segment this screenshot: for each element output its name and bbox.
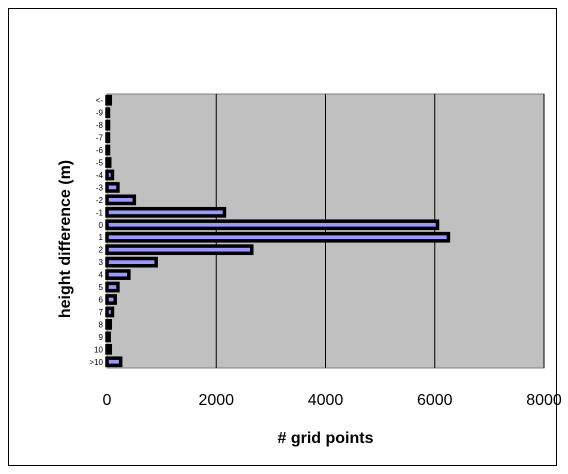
bar--1 [105,206,227,218]
y-tick-label: 3 [99,258,104,267]
bar-<- [105,94,113,106]
x-tick-label: 4000 [308,392,344,409]
y-tick-label: 9 [99,333,104,342]
y-tick-label: -4 [96,171,104,180]
y-tick-label: -8 [96,121,104,130]
bar--5 [105,157,112,168]
y-tick-label: 10 [94,345,103,354]
y-tick-label: -7 [96,134,104,143]
x-tick-label: 2000 [198,392,234,409]
bar--9 [105,107,111,119]
bar-10 [105,343,113,355]
x-tick-labels: 0 2000 4000 6000 8000 [103,392,562,409]
x-tick-label: 8000 [526,392,562,409]
y-tick-label: 2 [99,246,104,255]
y-tick-label: -2 [96,196,104,205]
bar--2 [105,194,137,206]
bar-3 [105,256,158,268]
y-axis-title: height difference (m) [57,160,74,318]
y-tick-label: -1 [96,208,104,217]
x-tick-label: 0 [103,392,112,409]
y-tick-label: >10 [89,358,103,367]
y-tick-label: 4 [99,271,104,280]
x-axis-title: # grid points [278,430,374,447]
y-tick-label: 0 [99,221,104,230]
y-tick-label: -3 [96,183,104,192]
y-tick-label: -5 [96,159,104,168]
bar-2 [105,244,254,256]
gridlines [215,94,545,368]
y-tick-label: 7 [99,308,104,317]
bar--6 [105,144,111,156]
bar-9 [105,331,111,343]
x-tick-label: 6000 [417,392,453,409]
bar--8 [105,119,111,131]
bar-6 [105,294,117,305]
bar-7 [105,306,115,318]
bar-0 [105,219,440,231]
bar-8 [105,319,113,330]
y-tick-label: <- [96,96,104,105]
y-tick-label: -9 [96,109,104,118]
y-tick-label: 5 [99,283,104,292]
y-tick-labels: <- -9 -8 -7 -6 -5 -4 -3 -2 -1 0 1 2 3 4 5 6 7 8 9 10 >10 [89,96,103,367]
y-tick-label: 8 [99,320,104,329]
bar-1 [105,231,451,243]
y-tick-label: -6 [96,146,104,155]
bar-4 [105,269,131,280]
bar-5 [105,281,120,293]
y-tick-label: 1 [99,233,104,242]
y-tick-label: 6 [99,296,104,305]
bar--4 [105,169,115,181]
bar--3 [105,182,120,193]
bar->10 [105,356,123,368]
bars [105,94,451,368]
bar--7 [105,132,111,143]
